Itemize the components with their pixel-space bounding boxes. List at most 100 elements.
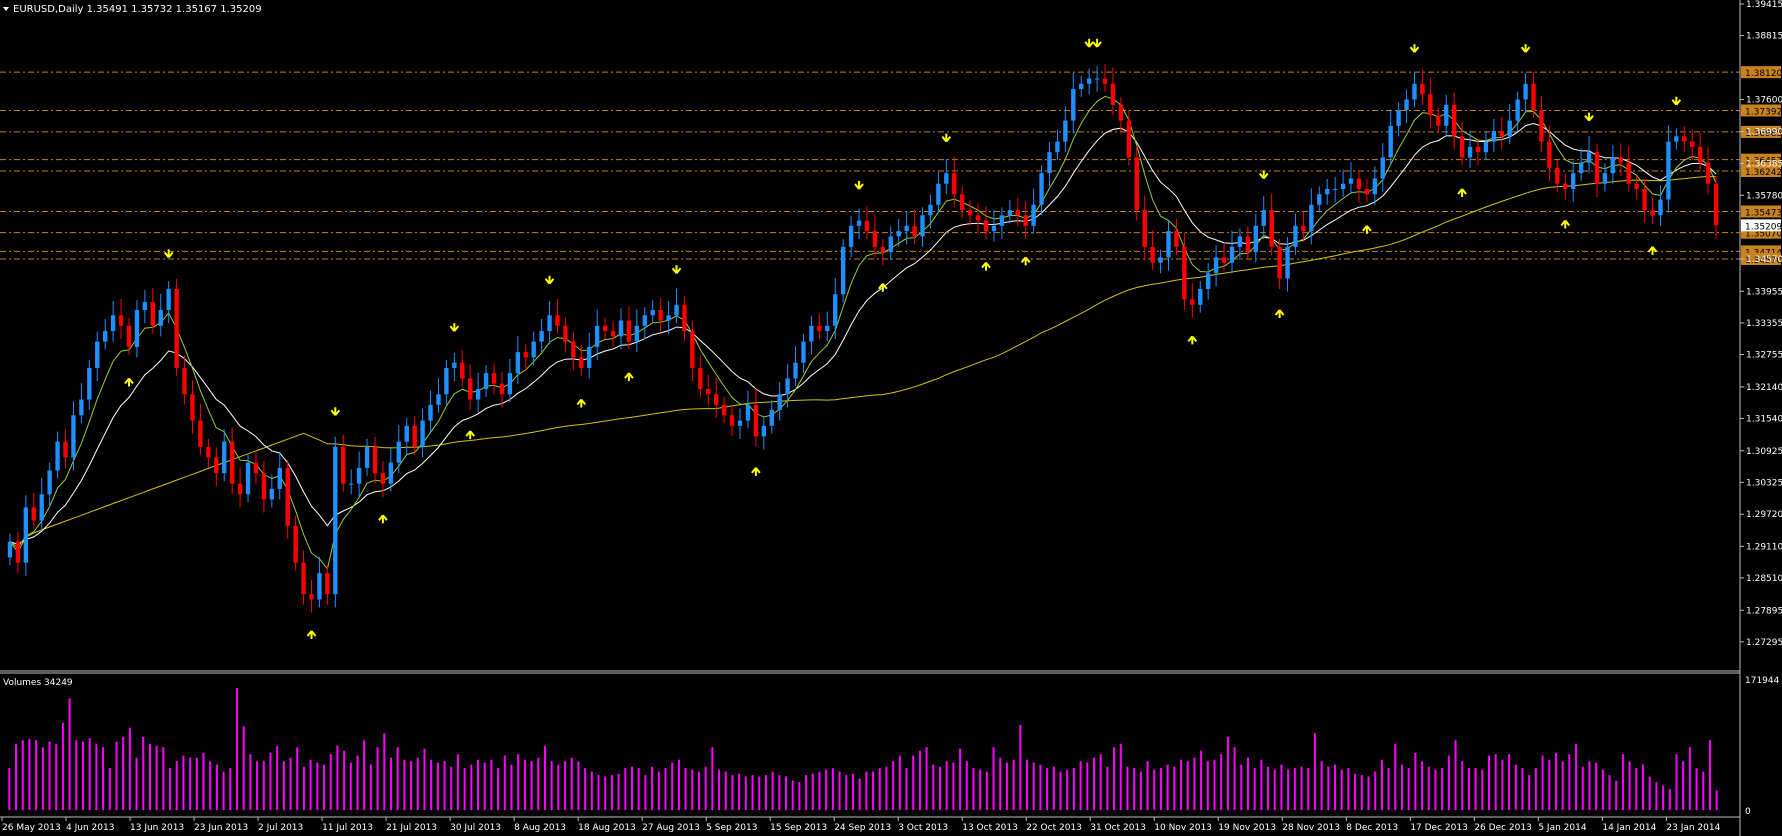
fractal-up-arrow-icon: [1560, 219, 1571, 229]
date-label: 2 Jul 2013: [258, 823, 303, 833]
candle-down: [1697, 146, 1703, 163]
candle-up: [1578, 162, 1584, 174]
candle-up: [936, 183, 941, 205]
candle-up: [396, 441, 401, 463]
candle-down: [960, 194, 965, 211]
candle-down: [1221, 257, 1227, 263]
candle-down: [1547, 141, 1552, 168]
candle-up: [1166, 231, 1171, 258]
candle-up: [134, 310, 140, 347]
price-tick-label: 1.31540: [1746, 414, 1782, 424]
candle-down: [1555, 167, 1560, 184]
chart-menu-triangle-icon[interactable]: [3, 7, 9, 11]
fractal-down-arrow-icon: [1671, 96, 1682, 106]
candle-down: [1277, 246, 1282, 279]
candle-up: [1071, 88, 1076, 121]
candle-down: [690, 331, 695, 368]
date-label: 18 Aug 2013: [578, 823, 636, 833]
candle-down: [325, 573, 330, 595]
volume-panel-title: Volumes 34249: [3, 678, 73, 688]
candle-up: [944, 173, 949, 184]
candle-up: [1444, 104, 1449, 126]
level-label-bg: [1741, 104, 1781, 117]
fractal-up-arrow-icon: [1274, 309, 1285, 319]
candle-up: [833, 294, 838, 326]
candle-up: [515, 352, 521, 374]
candle-down: [1539, 110, 1544, 142]
price-tick-label: 1.27895: [1746, 606, 1782, 616]
candle-up: [777, 394, 782, 411]
candle-up: [737, 420, 743, 426]
fractal-up-arrow-icon: [306, 630, 317, 640]
candle-up: [650, 310, 655, 316]
candle-up: [333, 446, 338, 595]
candle-down: [714, 394, 719, 405]
date-axis: 26 May 2013 4 Jun 2013 13 Jun 2013 23 Jun 2…: [1, 817, 1721, 833]
candle-up: [1094, 78, 1100, 80]
candle-up: [1285, 246, 1290, 279]
candle-up: [1404, 99, 1409, 111]
candle-down: [253, 462, 259, 474]
candle-up: [1031, 204, 1036, 226]
candlesticks: [7, 64, 1719, 613]
candle-down: [555, 315, 560, 326]
candle-up: [856, 220, 862, 226]
date-label: 23 Jan 2014: [1666, 823, 1720, 833]
candle-down: [1190, 299, 1195, 305]
price-tick-label: 1.29110: [1746, 542, 1782, 552]
candle-up: [23, 507, 29, 563]
date-label: 13 Oct 2013: [962, 823, 1018, 833]
candle-down: [983, 220, 989, 232]
candle-down: [1459, 136, 1465, 158]
candle-up: [158, 310, 163, 326]
date-label: 14 Jan 2014: [1602, 823, 1656, 833]
date-label: 10 Nov 2013: [1154, 823, 1212, 833]
candle-down: [150, 302, 155, 326]
candle-down: [229, 441, 235, 484]
price-tick-label: 1.33355: [1746, 319, 1782, 329]
candle-up: [1063, 120, 1068, 142]
candle-down: [460, 362, 465, 379]
candle-down: [182, 367, 187, 395]
candle-down: [975, 215, 981, 221]
candle-up: [277, 467, 282, 489]
candle-down: [880, 246, 886, 253]
candle-down: [261, 473, 267, 500]
candle-up: [1388, 125, 1393, 158]
candle-up: [142, 302, 148, 311]
fractal-up-arrow-icon: [576, 398, 587, 408]
price-axis: 1.39415 1.38815 1.37600 1.36990 1.36385 1.357…: [1740, 0, 1782, 648]
candle-down: [118, 315, 124, 326]
candle-up: [587, 346, 592, 368]
candle-down: [682, 304, 687, 332]
fractal-down-arrow-icon: [1092, 38, 1102, 48]
price-tick-label: 1.27295: [1746, 638, 1782, 648]
fractal-up-arrow-icon: [1457, 188, 1467, 197]
candle-up: [1396, 110, 1401, 126]
candle-up: [1372, 178, 1378, 195]
level-label: 1.36457: [1745, 157, 1782, 167]
date-label: 26 May 2013: [2, 823, 61, 833]
candle-up: [666, 315, 671, 321]
ma-slow-line: [9, 122, 1717, 545]
date-label: 17 Dec 2013: [1410, 823, 1468, 833]
level-label-bg: [1741, 125, 1781, 138]
candle-up: [364, 446, 370, 468]
candle-up: [1332, 188, 1338, 190]
candle-up: [356, 467, 362, 484]
candle-down: [341, 446, 346, 484]
date-label: 22 Oct 2013: [1026, 823, 1082, 833]
candle-up: [1086, 78, 1092, 84]
fractal-down-arrow-icon: [1258, 170, 1269, 180]
candle-down: [174, 288, 179, 368]
candle-up: [1340, 183, 1346, 189]
candle-up: [1523, 83, 1528, 100]
candle-down: [912, 225, 917, 237]
candle-up: [785, 378, 790, 395]
fractal-down-arrow-icon: [330, 407, 341, 416]
candle-up: [1205, 273, 1211, 289]
candle-down: [1142, 210, 1147, 247]
date-label: 27 Aug 2013: [642, 823, 700, 833]
